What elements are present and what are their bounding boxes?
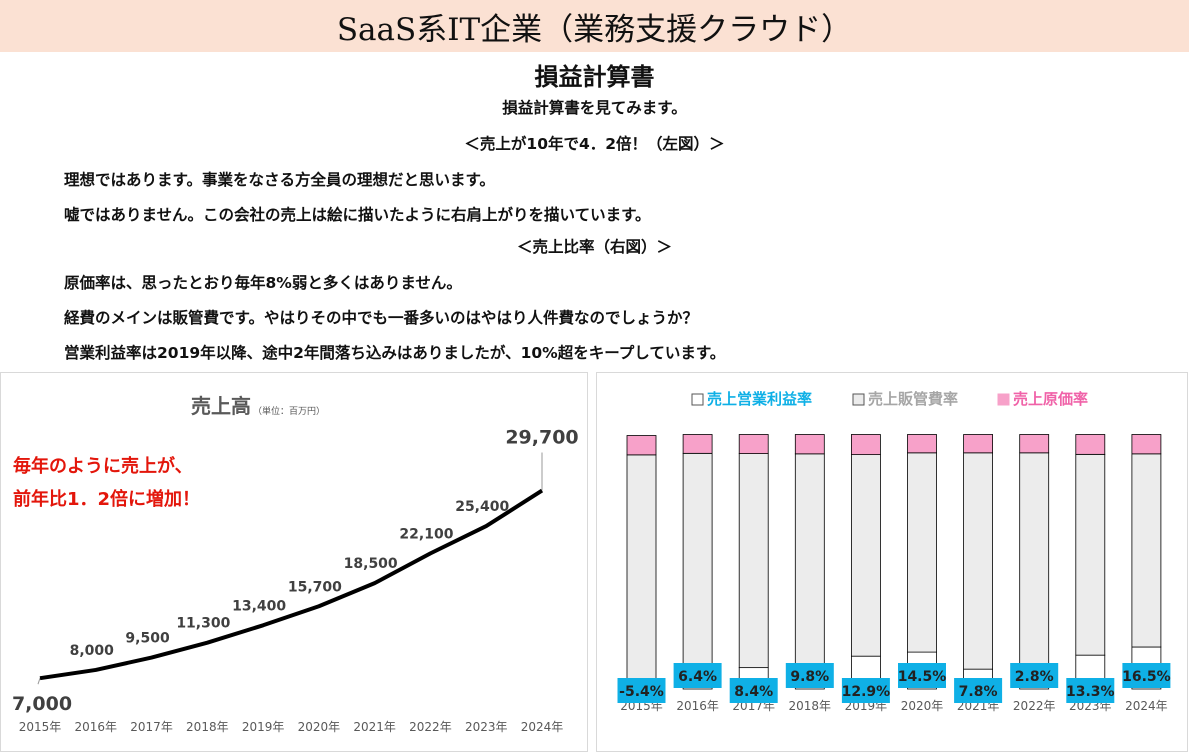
- bar-sga-2015年: [626, 454, 657, 690]
- profit-label-box-2020年: [898, 663, 946, 688]
- callout-line-2: 前年比1．2倍に増加！: [13, 488, 200, 510]
- data-label-2019年: 13,400: [232, 598, 286, 614]
- leader-line-first: [37, 678, 41, 685]
- bar-cogs-2021年: [963, 434, 994, 454]
- data-label-2015年: 7,000: [12, 693, 72, 715]
- bar-sga-2024年: [1131, 453, 1162, 648]
- profit-label-box-2022年: [1010, 663, 1059, 688]
- profit-label-box-2021年: [954, 678, 1003, 703]
- data-label-2023年: 25,400: [455, 499, 509, 515]
- x-tick-2016年: 2016年: [676, 699, 719, 713]
- paragraph-4: 経費のメインは販管費です。やはりその中でも一番多いのはやはり人件費なのでしょうか…: [64, 309, 698, 327]
- x-tick-2018年: 2018年: [186, 720, 229, 734]
- bar-sga-2018年: [794, 453, 825, 665]
- profit-label-2016年: 6.4%: [678, 669, 717, 685]
- data-label-2024年: 29,700: [505, 427, 578, 449]
- x-tick-2015年: 2015年: [19, 720, 62, 734]
- bar-sga-2023年: [1075, 453, 1106, 656]
- legend-label-profit: 売上営業利益率: [707, 390, 812, 408]
- data-label-2017年: 9,500: [125, 631, 170, 647]
- x-tick-2018年: 2018年: [789, 699, 832, 713]
- x-tick-2020年: 2020年: [298, 720, 341, 734]
- paragraph-1: 理想ではあります。事業をなさる方全員の理想だと思います。: [64, 171, 495, 189]
- paragraph-3: 原価率は、思ったとおり毎年8%弱と多くはありません。: [64, 274, 462, 292]
- bar-sga-2021年: [963, 452, 994, 670]
- callout-line-1: 毎年のように売上が、: [13, 455, 193, 477]
- profit-label-2015年: -5.4%: [619, 684, 664, 700]
- profit-label-2021年: 7.8%: [959, 684, 998, 700]
- x-tick-2016年: 2016年: [75, 720, 118, 734]
- data-label-2022年: 22,100: [399, 526, 453, 542]
- bar-sga-2016年: [682, 452, 713, 674]
- data-label-2021年: 18,500: [344, 556, 398, 572]
- sales-line-chart: 売上高 （単位：百万円） 毎年のように売上が、 前年比1．2倍に増加！ 7,00…: [12, 394, 579, 734]
- x-tick-2017年: 2017年: [130, 720, 173, 734]
- bar-cogs-2024年: [1131, 434, 1162, 455]
- profit-label-2017年: 8.4%: [734, 684, 773, 700]
- paragraph-5: 営業利益率は2019年以降、途中2年間落ち込みはありましたが、10%超をキープし…: [64, 344, 726, 362]
- page-title: SaaS系IT企業（業務支援クラウド）: [336, 11, 853, 48]
- legend-label-sga: 売上販管費率: [868, 390, 958, 408]
- legend-swatch-profit: [691, 393, 704, 406]
- sales-ratio-chart-panel: 売上営業利益率 売上販管費率 売上原価率 2015年 -5.4% 2016年 6.4%…: [596, 372, 1188, 752]
- data-label-2018年: 11,300: [176, 616, 230, 632]
- legend-swatch-sga: [852, 393, 865, 406]
- sales-line-chart-panel: 売上高 （単位：百万円） 毎年のように売上が、 前年比1．2倍に増加！ 7,00…: [0, 372, 588, 752]
- heading-sales-growth: ＜売上が10年で4．2倍！（左図）＞: [464, 135, 725, 153]
- legend: 売上営業利益率 売上販管費率 売上原価率: [691, 390, 1088, 408]
- intro-text: 損益計算書を見てみます。: [502, 99, 687, 117]
- bar-cogs-2017年: [738, 434, 769, 454]
- data-label-2016年: 8,000: [70, 643, 115, 659]
- profit-label-box-2024年: [1122, 663, 1171, 688]
- x-tick-2022年: 2022年: [409, 720, 452, 734]
- profit-label-box-2019年: [841, 678, 890, 703]
- paragraph-2: 嘘ではありません。この会社の売上は絵に描いたように右肩上がりを描いています。: [64, 206, 651, 224]
- bar-cogs-2019年: [850, 434, 881, 456]
- x-tick-2024年: 2024年: [1125, 699, 1168, 713]
- x-tick-2020年: 2020年: [901, 699, 944, 713]
- chart-title: 売上高: [191, 394, 251, 418]
- chart-unit-note: （単位：百万円）: [253, 405, 325, 417]
- profit-label-box-2016年: [673, 663, 722, 688]
- bar-cogs-2016年: [682, 434, 713, 454]
- heading-sales-ratio: ＜売上比率（右図）＞: [516, 238, 672, 256]
- bar-cogs-2020年: [907, 434, 937, 454]
- legend-swatch-cogs: [997, 393, 1010, 406]
- bar-sga-2019年: [850, 454, 881, 657]
- x-tick-2024年: 2024年: [521, 720, 564, 734]
- profit-label-2020年: 14.5%: [898, 669, 947, 685]
- bar-sga-2022年: [1019, 452, 1050, 683]
- bar-sga-2020年: [907, 452, 937, 653]
- profit-label-2018年: 9.8%: [790, 669, 829, 685]
- sales-ratio-stacked-chart: 売上営業利益率 売上販管費率 売上原価率 2015年-5.4%2016年6.4%…: [617, 390, 1171, 713]
- x-tick-2023年: 2023年: [465, 720, 508, 734]
- profit-label-2019年: 12.9%: [842, 684, 891, 700]
- section-title: 損益計算書: [534, 63, 655, 91]
- profit-label-box-2018年: [785, 663, 834, 688]
- x-tick-2019年: 2019年: [242, 720, 285, 734]
- bar-cogs-2023年: [1075, 434, 1106, 455]
- profit-label-2022年: 2.8%: [1015, 669, 1054, 685]
- profit-label-box-2023年: [1066, 678, 1115, 703]
- data-label-2020年: 15,700: [288, 579, 342, 595]
- x-tick-2022年: 2022年: [1013, 699, 1056, 713]
- x-tick-2021年: 2021年: [353, 720, 396, 734]
- bar-cogs-2022年: [1019, 434, 1050, 454]
- sales-line: [39, 488, 544, 681]
- profit-label-2023年: 13.3%: [1066, 684, 1115, 700]
- profit-label-box-2015年: [617, 678, 666, 703]
- profit-label-box-2017年: [729, 678, 778, 703]
- bar-sga-2017年: [738, 453, 769, 669]
- title-banner: SaaS系IT企業（業務支援クラウド）: [0, 0, 1189, 52]
- bar-cogs-2015年: [626, 435, 657, 456]
- profit-label-2024年: 16.5%: [1122, 669, 1171, 685]
- legend-label-cogs: 売上原価率: [1013, 390, 1088, 408]
- bar-cogs-2018年: [794, 434, 825, 455]
